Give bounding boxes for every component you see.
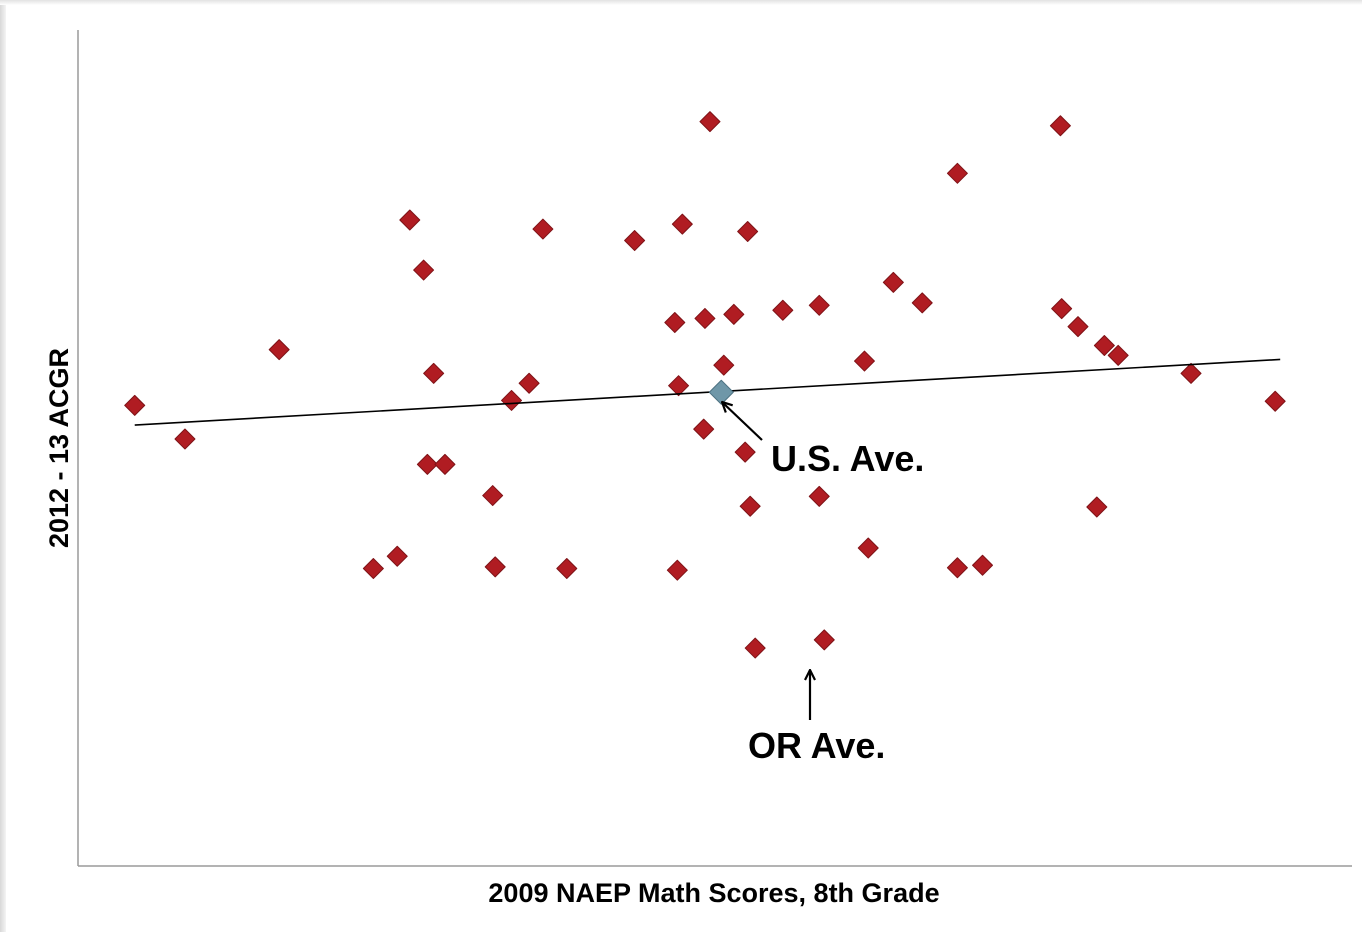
data-point <box>693 418 715 440</box>
data-point <box>694 307 716 329</box>
data-point <box>1049 115 1071 137</box>
data-point <box>416 453 438 475</box>
data-point <box>484 556 506 578</box>
annotations: U.S. Ave. OR Ave. <box>722 402 924 766</box>
data-point <box>744 637 766 659</box>
data-point <box>734 441 756 463</box>
us-average-arrow <box>722 402 763 441</box>
y-axis-title: 2012 - 13 ACGR <box>44 348 74 548</box>
data-point <box>882 271 904 293</box>
data-point <box>1107 344 1129 366</box>
data-point <box>124 394 146 416</box>
data-point <box>668 375 690 397</box>
data-point <box>501 389 523 411</box>
data-point <box>666 559 688 581</box>
data-point <box>362 558 384 580</box>
data-point <box>413 259 435 281</box>
trendline <box>134 358 1281 426</box>
or-average-label: OR Ave. <box>748 725 885 766</box>
page-edge-shadow <box>0 0 6 932</box>
data-point <box>268 339 290 361</box>
data-point <box>399 209 421 231</box>
data-point <box>532 218 554 240</box>
data-point <box>671 213 693 235</box>
page-edge-shadow-top <box>0 0 1362 5</box>
data-point <box>911 292 933 314</box>
data-point <box>808 294 830 316</box>
data-point <box>772 299 794 321</box>
data-point <box>723 303 745 325</box>
data-point <box>1093 335 1115 356</box>
us-average-point <box>708 379 734 405</box>
data-point <box>1180 362 1202 384</box>
data-points <box>124 111 1286 659</box>
data-point <box>946 162 968 184</box>
data-point <box>556 558 578 580</box>
highlight-points <box>708 379 734 405</box>
data-point <box>857 537 879 559</box>
data-point <box>482 485 504 507</box>
data-point <box>737 221 759 243</box>
data-point <box>1264 390 1286 412</box>
data-point <box>1051 298 1073 320</box>
data-point <box>808 485 830 507</box>
data-point <box>699 111 721 133</box>
data-point <box>386 545 408 567</box>
us-average-label: U.S. Ave. <box>771 438 924 479</box>
data-point <box>713 354 735 376</box>
data-point <box>1086 496 1108 518</box>
data-point <box>853 350 875 372</box>
data-point <box>1067 316 1089 338</box>
data-point <box>664 312 686 334</box>
data-point <box>972 554 994 576</box>
data-point <box>739 495 761 517</box>
data-point <box>946 557 968 579</box>
data-point <box>434 453 456 475</box>
data-point <box>174 428 196 450</box>
x-axis-title: 2009 NAEP Math Scores, 8th Grade <box>488 878 939 908</box>
data-point <box>813 629 835 651</box>
data-point <box>518 372 540 394</box>
data-point <box>624 230 646 252</box>
data-point <box>423 362 445 384</box>
